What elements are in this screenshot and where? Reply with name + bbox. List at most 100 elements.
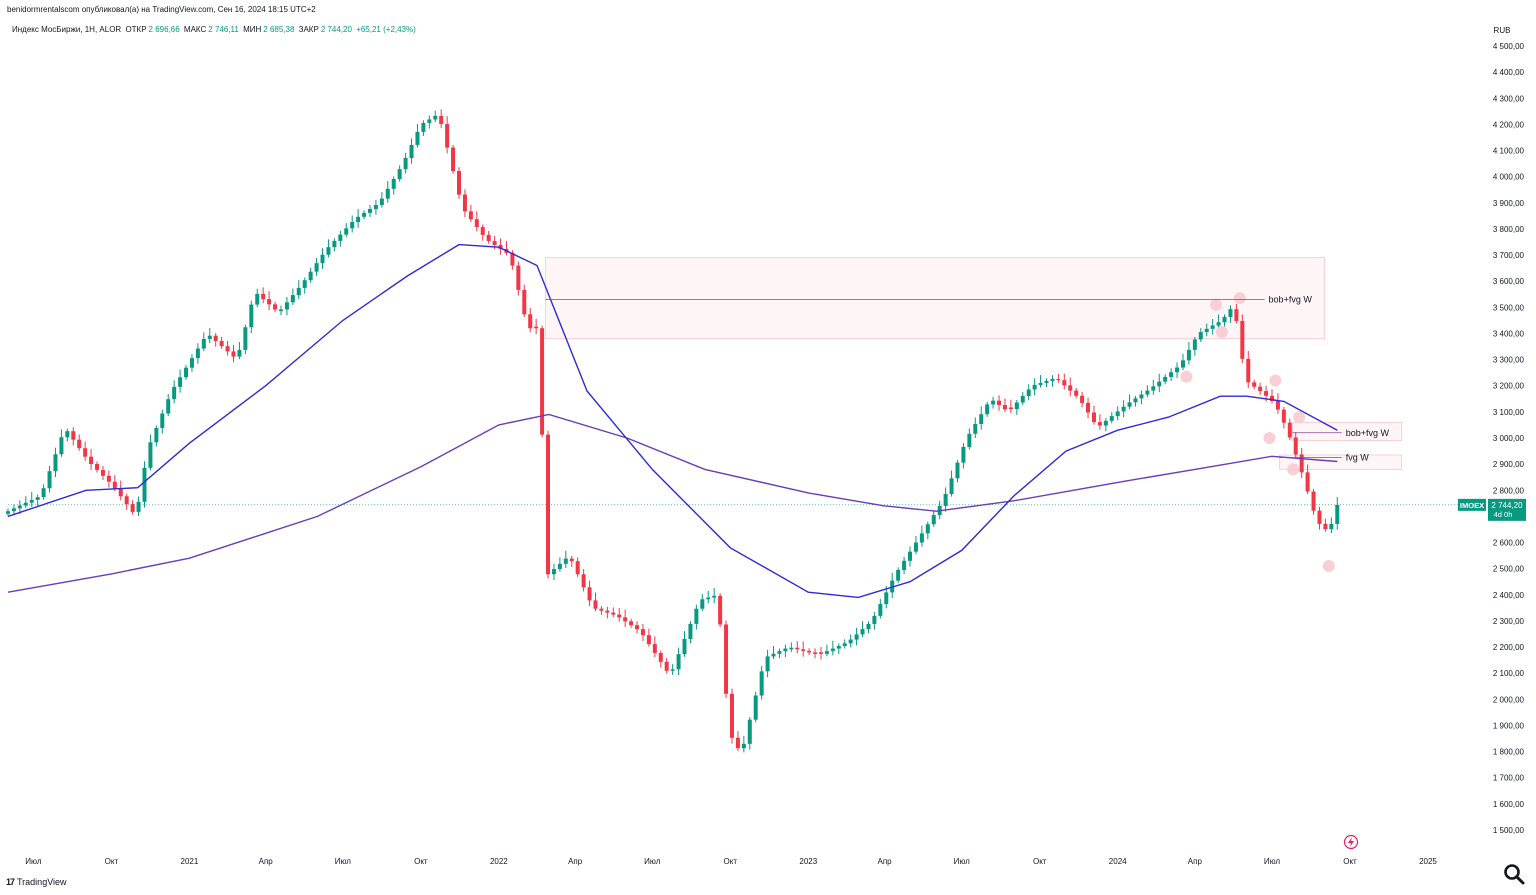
candle-body	[338, 234, 343, 241]
candle-body	[1335, 504, 1340, 524]
candle-body	[184, 367, 189, 378]
candle-body	[801, 649, 806, 651]
y-tick-label: 4 200,00	[1493, 120, 1525, 129]
candle-body	[249, 304, 254, 328]
y-tick-label: 1 700,00	[1493, 774, 1525, 783]
candle-body	[356, 216, 361, 223]
candle-body	[813, 652, 818, 655]
tradingview-logo[interactable]: 17 TradingView	[6, 877, 67, 887]
candle-body	[1305, 472, 1310, 492]
instrument-name: Индекс МосБиржи, 1Н, ALOR	[12, 25, 122, 34]
candle-body	[314, 263, 319, 272]
candle-body	[1204, 328, 1209, 333]
candle-body	[284, 302, 289, 310]
candle-body	[658, 652, 663, 662]
candle-body	[480, 227, 485, 235]
candle-body	[261, 293, 266, 300]
candle-body	[652, 644, 657, 653]
x-tick-label: Апр	[878, 857, 893, 866]
candle-body	[474, 219, 479, 228]
candle-body	[391, 179, 396, 189]
candle-body	[676, 654, 681, 670]
candle-body	[955, 462, 960, 479]
candle-body	[623, 617, 628, 622]
candle-body	[385, 188, 390, 199]
candle-body	[498, 244, 503, 249]
candle-body	[243, 327, 248, 350]
zone-box	[1291, 421, 1403, 442]
x-tick-label: 2023	[799, 857, 817, 866]
candle-body	[332, 240, 337, 248]
x-tick-label: Июл	[25, 857, 42, 866]
candle-body	[486, 234, 491, 242]
candle-body	[1246, 358, 1251, 383]
candle-body	[462, 194, 467, 212]
ohlc-legend: Индекс МосБиржи, 1Н, ALOR ОТКР 2 696,66 М…	[12, 25, 418, 34]
candle-body	[83, 448, 88, 457]
low-label: МИН	[243, 25, 262, 34]
zones-layer	[545, 257, 1403, 470]
candle-body	[735, 737, 740, 749]
y-tick-label: 3 000,00	[1493, 434, 1525, 443]
candle-body	[1121, 406, 1126, 412]
candle-body	[1269, 395, 1274, 402]
candle-body	[439, 115, 444, 125]
x-tick-label: Окт	[105, 857, 119, 866]
candle-body	[326, 247, 331, 255]
x-tick-label: Апр	[1188, 857, 1203, 866]
candle-body	[95, 464, 100, 470]
candle-body	[207, 335, 212, 339]
candle-body	[522, 289, 527, 315]
candle-body	[11, 508, 16, 512]
candle-body	[1050, 379, 1055, 381]
search-icon[interactable]	[1502, 862, 1526, 886]
candle-body	[178, 377, 183, 387]
candle-body	[528, 314, 533, 329]
candle-body	[581, 574, 586, 588]
candle-body	[1014, 402, 1019, 410]
high-label: МАКС	[183, 25, 207, 34]
candle-body	[1311, 491, 1316, 511]
candle-body	[729, 693, 734, 738]
candle-body	[878, 604, 883, 616]
lightning-icon[interactable]	[1343, 834, 1359, 850]
candle-body	[1234, 309, 1239, 321]
candle-body	[967, 433, 972, 447]
zone-label: bob+fvg W	[1346, 428, 1390, 438]
open-label: ОТКР	[125, 25, 147, 34]
currency-label: RUB	[1494, 26, 1511, 35]
candle-body	[1264, 391, 1269, 396]
candle-body	[629, 621, 634, 626]
candle-body	[213, 335, 218, 341]
candle-body	[1287, 422, 1292, 438]
candle-body	[908, 551, 913, 561]
x-tick-label: Окт	[414, 857, 428, 866]
candle-body	[771, 653, 776, 657]
candle-body	[842, 643, 847, 646]
candle-body	[1281, 409, 1286, 423]
x-tick-label: Июл	[335, 857, 352, 866]
zone-box	[1279, 454, 1403, 470]
candle-body	[587, 587, 592, 601]
candle-body	[712, 595, 717, 598]
candle-body	[546, 434, 551, 575]
candle-body	[1169, 372, 1174, 377]
candle-body	[302, 280, 307, 288]
y-tick-label: 2 500,00	[1493, 565, 1525, 574]
candle-body	[457, 171, 462, 195]
candle-body	[777, 651, 782, 654]
candle-body	[100, 469, 105, 476]
candle-body	[373, 205, 378, 209]
candle-body	[961, 446, 966, 463]
y-tick-label: 1 900,00	[1493, 721, 1525, 730]
candle-body	[237, 349, 242, 357]
candle-body	[195, 348, 200, 359]
candle-body	[1228, 309, 1233, 318]
candle-body	[1103, 420, 1108, 426]
candle-body	[741, 743, 746, 749]
close-value: 2 744,20	[320, 25, 352, 34]
x-tick-label: Окт	[1033, 857, 1047, 866]
y-tick-label: 3 100,00	[1493, 408, 1525, 417]
